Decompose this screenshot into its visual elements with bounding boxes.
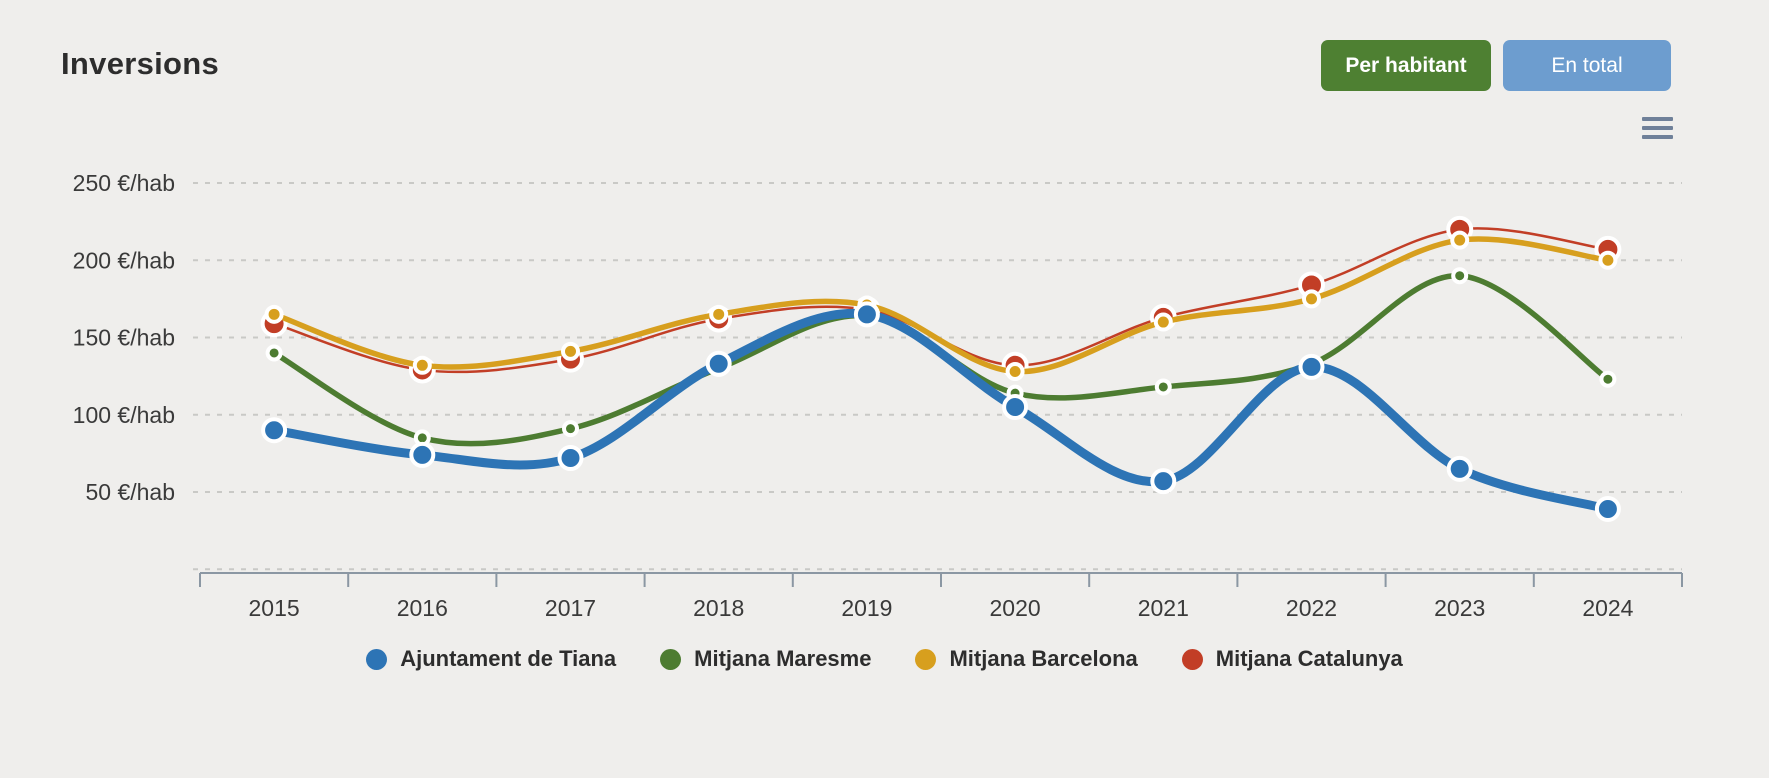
x-axis-labels: 2015 2016 2017 2018 2019 2020 2021 2022 2023 2024 (249, 595, 1634, 621)
y-axis-tick-label: 50 €/hab (85, 479, 175, 505)
data-point-mitjana-barcelona[interactable] (264, 304, 284, 324)
legend-item-mitjana-catalunya[interactable]: Mitjana Catalunya (1181, 646, 1403, 672)
y-axis-tick-label: 250 €/hab (73, 170, 175, 196)
data-point-mitjana-barcelona[interactable] (709, 304, 729, 324)
x-axis-tick-label: 2019 (841, 595, 892, 621)
data-point-mitjana-barcelona[interactable] (412, 355, 432, 375)
data-point-mitjana-maresme[interactable] (562, 420, 579, 438)
y-axis-tick-label: 100 €/hab (73, 402, 175, 428)
x-axis-tick-label: 2020 (990, 595, 1041, 621)
y-axis-tick-label: 200 €/hab (73, 247, 175, 273)
legend-marker-icon (1181, 648, 1203, 670)
x-axis (199, 572, 1683, 587)
data-point-mitjana-barcelona[interactable] (1005, 361, 1025, 381)
data-point-mitjana-barcelona[interactable] (561, 341, 580, 361)
x-axis-tick-label: 2017 (545, 595, 596, 621)
x-axis-tick-label: 2015 (249, 595, 300, 621)
data-point-ajuntament-de-tiana[interactable] (557, 445, 584, 472)
data-point-mitjana-barcelona[interactable] (1450, 230, 1470, 250)
y-axis-labels: 250 €/hab 200 €/hab 150 €/hab 100 €/hab 50 €… (73, 170, 175, 505)
legend-label: Mitjana Maresme (694, 646, 872, 671)
x-axis-tick-label: 2024 (1582, 595, 1633, 621)
hamburger-bar (1642, 126, 1673, 130)
hamburger-menu-icon[interactable] (1642, 117, 1673, 139)
x-axis-tick-label: 2016 (397, 595, 448, 621)
x-axis-tick-label: 2022 (1286, 595, 1337, 621)
data-point-mitjana-maresme[interactable] (1599, 370, 1617, 388)
legend-item-mitjana-maresme[interactable]: Mitjana Maresme (660, 646, 871, 672)
legend-marker-icon (915, 648, 937, 670)
hamburger-bar (1642, 135, 1673, 139)
data-point-mitjana-maresme[interactable] (265, 344, 283, 362)
legend-label: Mitjana Catalunya (1215, 646, 1403, 671)
data-point-ajuntament-de-tiana[interactable] (1298, 353, 1325, 380)
page-title: Inversions (61, 46, 220, 81)
series-line-mitjana-maresme (271, 272, 1611, 447)
legend-item-ajuntament-de-tiana[interactable]: Ajuntament de Tiana (366, 646, 616, 672)
hamburger-bar (1642, 117, 1673, 121)
data-point-ajuntament-de-tiana[interactable] (409, 441, 436, 468)
chart-legend: Ajuntament de Tiana Mitjana Maresme Mitjan… (0, 646, 1769, 672)
legend-label: Ajuntament de Tiana (400, 646, 617, 671)
series-line-ajuntament-de-tiana (269, 308, 1613, 514)
series-ajuntament-de-tiana (261, 301, 1621, 522)
data-point-mitjana-maresme[interactable] (1451, 267, 1469, 285)
data-point-mitjana-maresme[interactable] (1154, 378, 1172, 396)
data-point-ajuntament-de-tiana[interactable] (1150, 468, 1177, 495)
data-point-ajuntament-de-tiana[interactable] (705, 350, 732, 377)
legend-marker-icon (366, 648, 388, 670)
data-point-mitjana-barcelona[interactable] (1598, 250, 1618, 270)
data-point-mitjana-barcelona[interactable] (1302, 289, 1321, 309)
data-point-ajuntament-de-tiana[interactable] (1002, 394, 1029, 421)
data-point-ajuntament-de-tiana[interactable] (853, 301, 880, 328)
legend-label: Mitjana Barcelona (949, 646, 1138, 671)
x-axis-tick-label: 2018 (693, 595, 744, 621)
data-point-ajuntament-de-tiana[interactable] (261, 417, 288, 444)
legend-marker-icon (660, 648, 682, 670)
data-point-ajuntament-de-tiana[interactable] (1446, 455, 1473, 482)
data-point-ajuntament-de-tiana[interactable] (1594, 495, 1621, 522)
data-point-mitjana-barcelona[interactable] (1153, 312, 1173, 332)
x-axis-tick-label: 2021 (1138, 595, 1189, 621)
legend-item-mitjana-barcelona[interactable]: Mitjana Barcelona (915, 646, 1138, 672)
y-axis-tick-label: 150 €/hab (73, 325, 175, 351)
x-axis-tick-label: 2023 (1434, 595, 1485, 621)
series-line-mitjana-barcelona (271, 236, 1611, 375)
en-total-button[interactable]: En total (1503, 40, 1671, 91)
per-habitant-button[interactable]: Per habitant (1321, 40, 1491, 91)
